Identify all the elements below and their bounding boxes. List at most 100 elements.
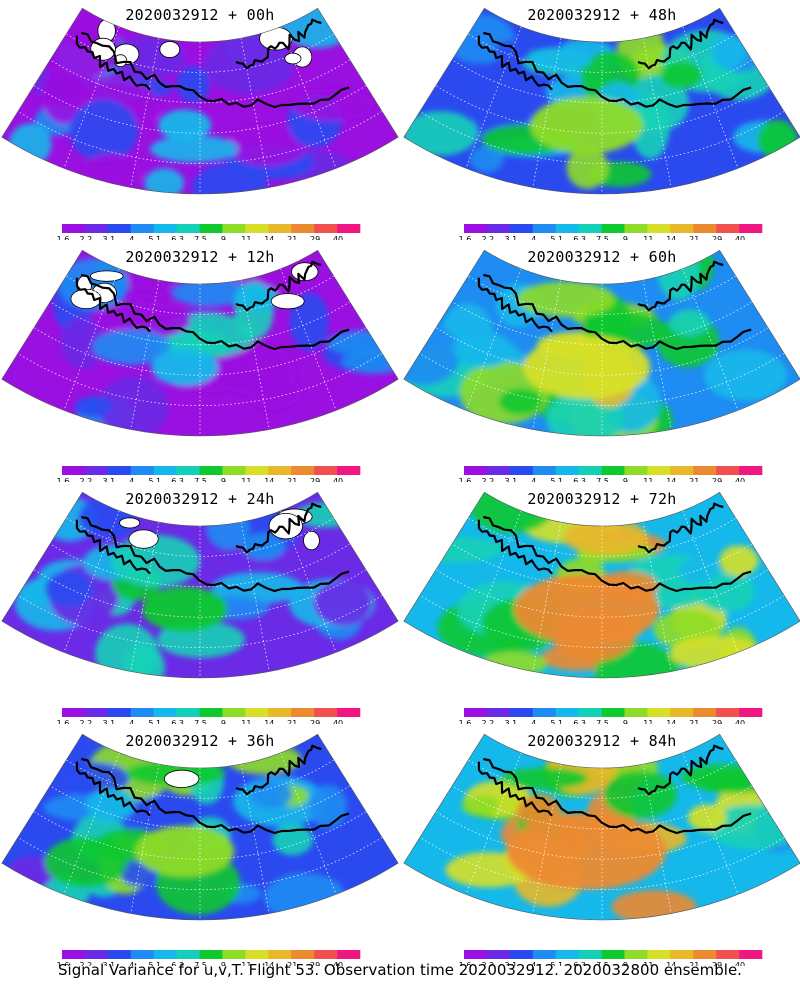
colorbar-swatch <box>176 466 200 475</box>
colorbar-swatch <box>153 466 177 475</box>
colorbar-swatch <box>509 466 534 475</box>
colorbar-swatch <box>268 708 292 717</box>
colorbar-swatch <box>314 950 338 959</box>
colorbar-swatch <box>601 950 625 959</box>
variance-contour <box>308 784 347 828</box>
colorbar-swatch <box>62 224 86 233</box>
colorbar-label: 4 <box>531 719 536 724</box>
colorbar-swatch <box>245 708 269 717</box>
variance-contour <box>170 279 254 307</box>
colorbar-label: 40 <box>333 961 343 966</box>
colorbar-label: 2.2 <box>482 477 495 482</box>
variance-contour <box>123 644 166 678</box>
colorbar-swatch <box>693 466 717 475</box>
colorbar-swatch <box>245 950 269 959</box>
colorbar-label: 14 <box>666 477 676 482</box>
colorbar-swatch <box>337 950 361 959</box>
colorbar-swatch <box>153 708 177 717</box>
colorbar-swatch <box>716 224 740 233</box>
colorbar-swatch <box>693 950 717 959</box>
colorbar-label: 14 <box>666 961 676 966</box>
colorbar-swatch <box>268 950 292 959</box>
colorbar-label: 40 <box>735 477 745 482</box>
colorbar-label: 29 <box>712 235 722 240</box>
colorbar-swatch <box>130 950 154 959</box>
colorbar-swatch <box>130 466 154 475</box>
colorbar-swatch <box>314 224 338 233</box>
colorbar-swatch <box>509 708 534 717</box>
colorbar: 1.6 2.2 3.1 4 5.1 6.3 7.5 9 11 14 21 29 40 <box>459 950 763 966</box>
colorbar-swatch <box>464 950 488 959</box>
colorbar-label: 9 <box>623 719 628 724</box>
colorbar-label: 4 <box>129 235 134 240</box>
colorbar-label: 21 <box>689 235 699 240</box>
variance-contour <box>176 65 210 103</box>
colorbar-label: 9 <box>221 719 226 724</box>
colorbar-label: 14 <box>264 961 274 966</box>
colorbar-label: 6.3 <box>573 477 586 482</box>
colorbar-swatch <box>486 224 511 233</box>
variance-contour <box>403 111 478 156</box>
colorbar-label: 4 <box>129 961 134 966</box>
colorbar-label: 1.6 <box>459 477 472 482</box>
colorbar-label: 29 <box>712 961 722 966</box>
colorbar-label: 2.2 <box>482 719 495 724</box>
panel-title: 2020032912 + 00h <box>125 6 275 24</box>
colorbar-swatch <box>716 950 740 959</box>
colorbar-label: 29 <box>310 719 320 724</box>
variance-map <box>1 733 399 921</box>
forecast-panel: 2020032912 + 12h 1.6 2.2 3.1 4 5.1 6.3 7.5 9 11 14… <box>0 242 400 482</box>
colorbar-label: 5.1 <box>148 719 161 724</box>
colorbar-swatch <box>222 224 246 233</box>
colorbar-label: 4 <box>531 961 536 966</box>
colorbar-label: 7.5 <box>194 719 207 724</box>
colorbar-swatch <box>107 708 132 717</box>
colorbar-swatch <box>337 224 361 233</box>
colorbar-label: 5.1 <box>148 235 161 240</box>
panel-title: 2020032912 + 24h <box>125 490 275 508</box>
variance-contour <box>226 123 309 167</box>
colorbar: 1.6 2.2 3.1 4 5.1 6.3 7.5 9 11 14 21 29 40 <box>57 708 361 724</box>
variance-contour <box>60 316 106 369</box>
colorbar-label: 6.3 <box>171 235 184 240</box>
colorbar-label: 29 <box>310 235 320 240</box>
colorbar-label: 11 <box>643 719 653 724</box>
colorbar: 1.6 2.2 3.1 4 5.1 6.3 7.5 9 11 14 21 29 40 <box>57 950 361 966</box>
colorbar-label: 21 <box>287 719 297 724</box>
colorbar-swatch <box>199 708 223 717</box>
colorbar: 1.6 2.2 3.1 4 5.1 6.3 7.5 9 11 14 21 29 40 <box>459 708 763 724</box>
colorbar-label: 40 <box>735 235 745 240</box>
colorbar-label: 11 <box>241 719 251 724</box>
panel-title: 2020032912 + 72h <box>527 490 677 508</box>
colorbar-swatch <box>578 950 602 959</box>
colorbar-swatch <box>532 708 556 717</box>
colorbar-swatch <box>84 708 109 717</box>
colorbar-swatch <box>62 708 86 717</box>
colorbar-swatch <box>337 466 361 475</box>
colorbar-label: 3.1 <box>504 719 517 724</box>
colorbar-label: 3.1 <box>102 961 115 966</box>
panel-title: 2020032912 + 84h <box>527 732 677 750</box>
forecast-panel: 2020032912 + 24h 1.6 2.2 3.1 4 5.1 6.3 7.5 9 11 14… <box>0 484 400 724</box>
colorbar-swatch <box>291 950 315 959</box>
variance-contour <box>92 329 171 365</box>
colorbar-label: 11 <box>643 235 653 240</box>
variance-contour <box>563 519 648 556</box>
colorbar-swatch <box>222 950 246 959</box>
colorbar-swatch <box>647 950 671 959</box>
colorbar-swatch <box>670 950 694 959</box>
colorbar-label: 6.3 <box>171 719 184 724</box>
below-threshold-area <box>128 529 159 549</box>
coastline <box>75 744 350 835</box>
colorbar-swatch <box>107 466 132 475</box>
colorbar-label: 14 <box>264 477 274 482</box>
colorbar-swatch <box>62 950 86 959</box>
colorbar-label: 7.5 <box>194 961 207 966</box>
colorbar-label: 21 <box>287 477 297 482</box>
colorbar-swatch <box>555 708 579 717</box>
colorbar-label: 7.5 <box>596 719 609 724</box>
colorbar-swatch <box>670 708 694 717</box>
colorbar-label: 40 <box>333 235 343 240</box>
colorbar-swatch <box>509 224 534 233</box>
colorbar-label: 1.6 <box>459 719 472 724</box>
